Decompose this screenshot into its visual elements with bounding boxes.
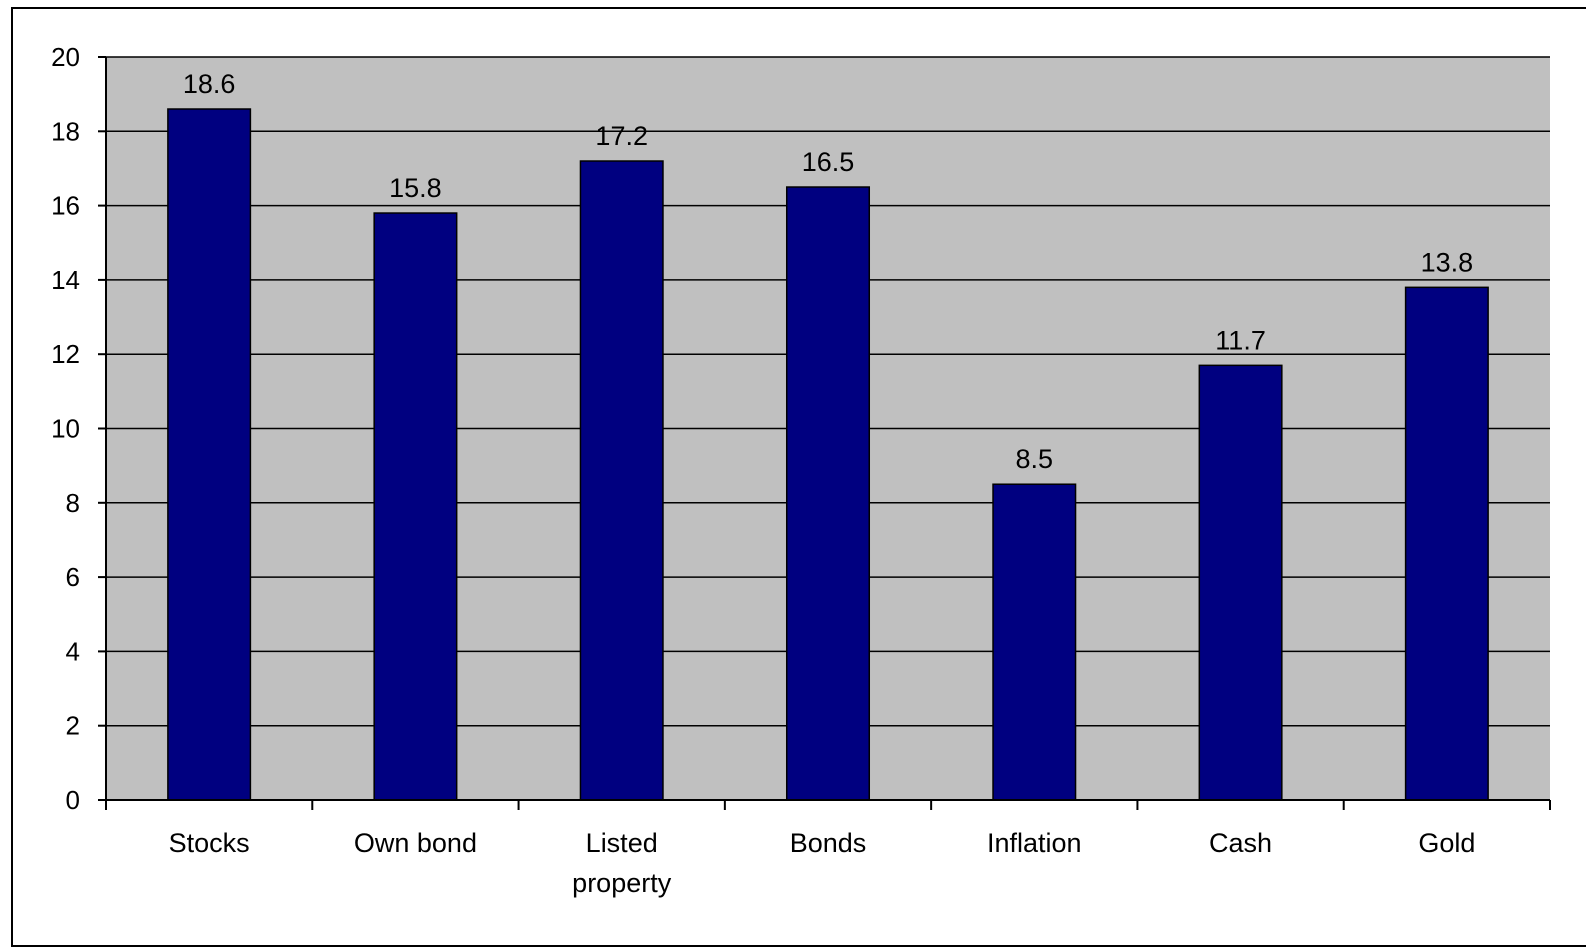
bar [785, 186, 871, 801]
data-label: 17.2 [595, 121, 648, 151]
data-label: 8.5 [1016, 444, 1054, 474]
bar [373, 212, 458, 801]
y-tick-label: 16 [51, 191, 80, 221]
bar [1198, 364, 1283, 801]
data-label: 18.6 [183, 69, 236, 99]
x-category-label: property [572, 868, 672, 898]
y-tick-label: 14 [51, 265, 80, 295]
bars [167, 108, 1489, 801]
x-category-label: Cash [1209, 828, 1272, 858]
x-category-label: Stocks [169, 828, 250, 858]
x-category-labels: Stocks Own bond Listed property Bonds Inflati… [169, 828, 1476, 898]
bar [167, 108, 252, 801]
bar-chart: 0 2 4 6 8 10 12 14 16 18 20 Stocks Own bond Listed pr… [51, 42, 1551, 898]
data-label: 16.5 [802, 147, 855, 177]
axes [98, 56, 1551, 810]
x-category-label: Own bond [354, 828, 477, 858]
y-tick-label: 8 [66, 488, 80, 518]
bar [1404, 286, 1489, 801]
chart-frame: 0 2 4 6 8 10 12 14 16 18 20 Stocks Own bond Listed pr… [11, 7, 1586, 947]
y-tick-label: 0 [66, 785, 80, 815]
y-tick-label: 18 [51, 116, 80, 146]
x-category-label: Inflation [987, 828, 1082, 858]
y-tick-label: 2 [66, 711, 80, 741]
bar [992, 483, 1077, 801]
x-category-label: Gold [1418, 828, 1475, 858]
data-label: 11.7 [1215, 325, 1266, 355]
data-labels: 18.6 15.8 17.2 16.5 8.5 11.7 13.8 [183, 69, 1473, 474]
y-tick-label: 4 [66, 636, 80, 666]
data-label: 13.8 [1421, 247, 1474, 277]
y-tick-label: 6 [66, 562, 80, 592]
y-tick-label: 20 [51, 42, 80, 72]
y-tick-labels: 0 2 4 6 8 10 12 14 16 18 20 [51, 42, 80, 815]
x-category-label: Listed [586, 828, 658, 858]
x-category-label: Bonds [790, 828, 867, 858]
bar [579, 160, 664, 801]
y-tick-label: 12 [51, 339, 80, 369]
data-label: 15.8 [389, 173, 442, 203]
y-tick-label: 10 [51, 414, 80, 444]
